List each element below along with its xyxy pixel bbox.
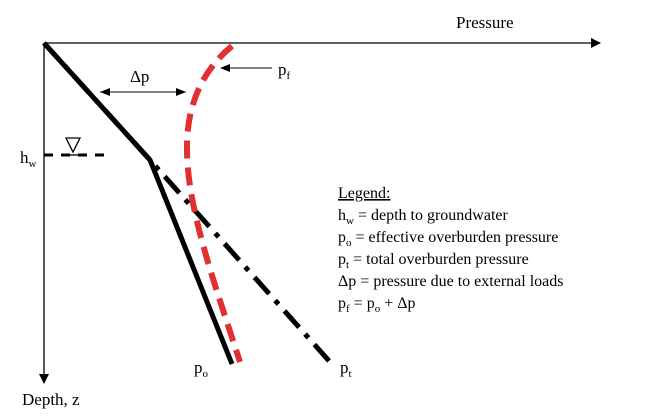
depth-axis-label: Depth, z (22, 390, 80, 409)
pressure-axis-label: Pressure (456, 13, 514, 32)
effective-pressure-line (42, 41, 235, 365)
pf-pointer-arrowhead (220, 64, 230, 72)
legend: Legend: hw = depth to groundwater po = e… (338, 185, 563, 315)
final-pressure-curve (183, 43, 243, 363)
legend-item-po: po = effective overburden pressure (338, 229, 558, 249)
delta-p-arrowhead-left (100, 88, 110, 96)
pt-label: pt (340, 358, 352, 380)
pf-label: pf (278, 60, 291, 82)
delta-p-arrowhead-right (176, 88, 186, 96)
legend-title: Legend: (338, 185, 390, 202)
legend-item-pt: pt = total overburden pressure (338, 251, 529, 271)
delta-p-label: Δp (130, 67, 149, 86)
legend-item-hw: hw = depth to groundwater (338, 207, 509, 227)
legend-item-delta-p: Δp = pressure due to external loads (338, 273, 563, 290)
hw-label: hw (20, 148, 37, 170)
po-label: po (194, 358, 209, 380)
legend-item-pf: pf = po + Δp (338, 295, 416, 315)
water-table-icon (64, 137, 82, 154)
